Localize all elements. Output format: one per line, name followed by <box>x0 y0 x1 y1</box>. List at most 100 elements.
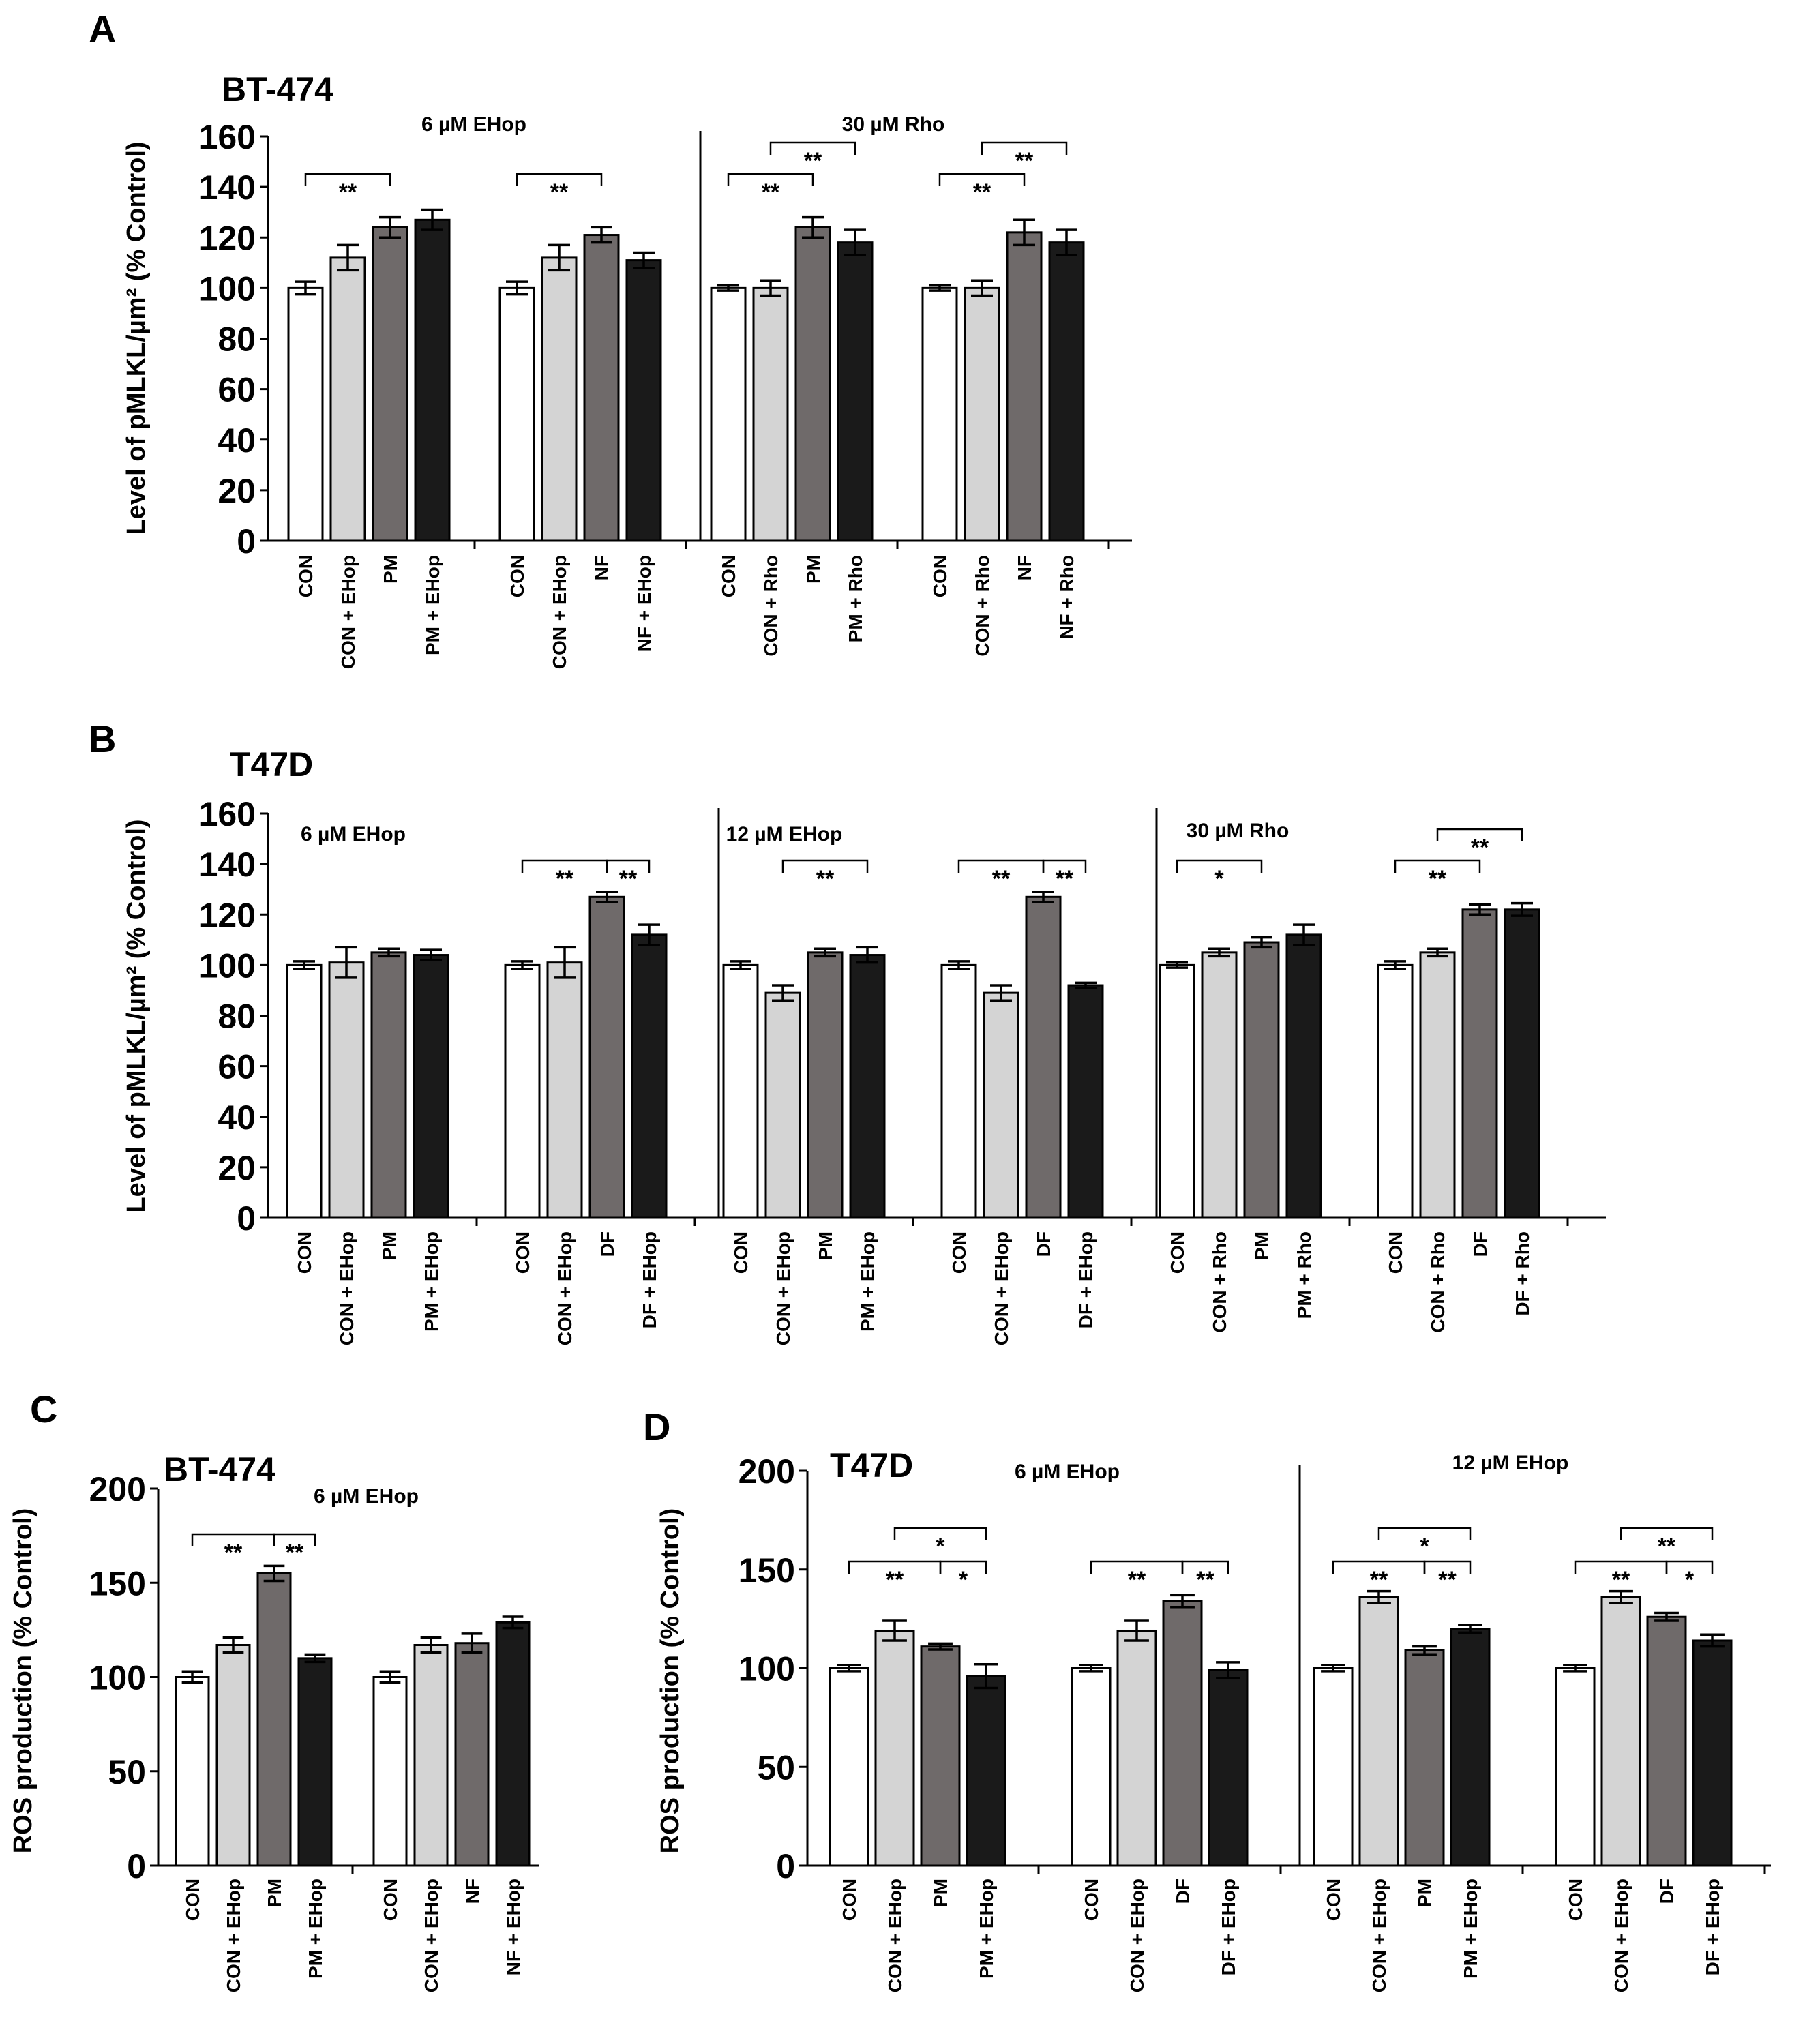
bar <box>287 286 324 542</box>
significance-bracket <box>1436 828 1523 841</box>
bar <box>175 1676 210 1867</box>
significance-label: ** <box>973 179 991 205</box>
x-category-label: CON <box>949 1231 970 1274</box>
x-category-label: PM <box>1414 1879 1435 1907</box>
x-category-label: CON + EHop <box>338 555 359 669</box>
significance-label: ** <box>550 179 569 205</box>
panel-d-y-tick-label: 100 <box>739 1650 795 1688</box>
x-category-label: PM + Rho <box>845 555 866 642</box>
bar <box>983 991 1019 1219</box>
bar <box>1419 951 1456 1219</box>
x-category-label: CON <box>1323 1879 1344 1921</box>
x-category-label: PM <box>378 1231 400 1260</box>
x-category-label: CON <box>380 1879 401 1921</box>
panel-b-section-label: 6 µM EHop <box>301 823 406 846</box>
panel-c-title: BT-474 <box>164 1450 275 1489</box>
significance-bracket <box>1665 1560 1714 1574</box>
significance-bracket <box>727 173 814 186</box>
bar <box>498 286 535 542</box>
bar <box>588 895 625 1219</box>
panel-a-y-tick-label: 60 <box>218 371 256 409</box>
bar <box>215 1643 251 1867</box>
panel-a-title: BT-474 <box>222 70 333 108</box>
panel-b-y-tick-label: 120 <box>199 896 256 934</box>
significance-bracket <box>1620 1527 1714 1540</box>
x-category-label: CON <box>295 555 316 597</box>
x-category-label: NF + Rho <box>1056 555 1077 640</box>
significance-label: ** <box>1658 1534 1676 1559</box>
panel-b-group-5: CON CON + Rho PM PM + Rho * <box>1159 859 1322 1333</box>
significance-bracket <box>893 1527 987 1540</box>
panel-c-y-tick-label: 150 <box>89 1564 146 1602</box>
panel-d-group-2: CON CON + EHop DF DF + EHop ** ** <box>1071 1560 1249 1992</box>
x-category-label: PM <box>803 555 824 584</box>
bar <box>1450 1628 1491 1867</box>
significance-label: ** <box>556 866 574 892</box>
significance-label: ** <box>886 1567 904 1593</box>
x-category-label: CON + EHop <box>549 555 570 669</box>
bar <box>1377 963 1414 1219</box>
panel-a-group-4: CON CON + Rho NF NF + Rho ** ** <box>921 141 1085 657</box>
panel-b: B T47D Level of pMLKL/µm² (% Control) 0 20 40… <box>89 717 1606 1345</box>
panel-b-title: T47D <box>230 745 313 783</box>
panel-b-group-4: CON CON + EHop DF DF + EHop ** ** <box>940 859 1104 1345</box>
bar <box>1201 951 1238 1219</box>
panel-a-group-2: CON CON + EHop NF NF + EHop ** <box>498 173 662 669</box>
panel-c-y-axis-label: ROS production (% Control) <box>9 1508 38 1854</box>
x-category-label: CON + EHop <box>421 1879 442 1992</box>
x-category-label: DF <box>597 1231 618 1257</box>
panel-b-y-tick-label: 40 <box>218 1098 256 1137</box>
bar <box>286 963 323 1219</box>
x-category-label: DF <box>1172 1879 1193 1904</box>
bar <box>372 1676 408 1867</box>
bar <box>1313 1667 1354 1867</box>
x-category-label: PM + Rho <box>1294 1231 1315 1319</box>
x-category-label: CON <box>1385 1231 1406 1274</box>
x-category-label: DF <box>1656 1879 1677 1904</box>
bar <box>722 963 759 1219</box>
bar <box>1159 963 1195 1219</box>
x-category-label: NF + EHop <box>633 555 655 652</box>
significance-bracket <box>1181 1560 1229 1574</box>
panel-d-group-1: CON CON + EHop PM PM + EHop** ** <box>829 1527 1006 1992</box>
bar <box>370 951 407 1219</box>
significance-bracket <box>981 141 1068 155</box>
panel-a-y-tick-label: 80 <box>218 320 256 359</box>
bar <box>328 961 365 1219</box>
significance-label: * <box>959 1567 968 1593</box>
bar <box>631 933 668 1219</box>
panel-c: C BT-474 ROS production (% Control) 0 50 100 1… <box>9 1388 539 1992</box>
panel-a-y-tick-label: 100 <box>199 269 256 308</box>
bar <box>1692 1639 1733 1867</box>
significance-bracket <box>606 859 651 873</box>
panel-a-section-label: 30 µM Rho <box>842 113 945 136</box>
panel-b-group-1: CON CON + EHop PM PM + EHop <box>286 946 449 1345</box>
x-category-label: PM <box>264 1879 285 1907</box>
bar <box>329 256 366 542</box>
significance-label: ** <box>286 1540 304 1566</box>
panel-a-y-tick-label: 20 <box>218 472 256 510</box>
panel-d-group-3: CON CON + EHop PM PM + EHop** *** <box>1313 1527 1491 1992</box>
panel-a-letter: A <box>89 8 116 50</box>
bar <box>921 286 958 542</box>
x-category-label: CON <box>1565 1879 1586 1921</box>
x-category-label: NF <box>591 555 612 580</box>
panel-b-y-tick-label: 140 <box>199 846 256 884</box>
panel-d-y-tick-label: 0 <box>776 1847 795 1885</box>
significance-bracket <box>1377 1527 1472 1540</box>
x-category-label: CON + EHop <box>773 1231 794 1345</box>
x-category-label: CON <box>1167 1231 1188 1274</box>
significance-label: ** <box>224 1540 243 1566</box>
panel-b-letter: B <box>89 717 116 760</box>
panel-b-group-3: CON CON + EHop PM PM + EHop ** <box>722 859 886 1345</box>
bar <box>1646 1615 1687 1867</box>
bar <box>1208 1669 1249 1867</box>
bar <box>297 1657 333 1867</box>
x-category-label: CON + Rho <box>1209 1231 1230 1333</box>
bar <box>837 241 874 542</box>
significance-bracket <box>781 859 869 873</box>
x-category-label: CON <box>1081 1879 1102 1921</box>
x-category-label: CON <box>718 555 739 597</box>
bar <box>454 1642 490 1867</box>
x-category-label: CON <box>839 1879 860 1921</box>
